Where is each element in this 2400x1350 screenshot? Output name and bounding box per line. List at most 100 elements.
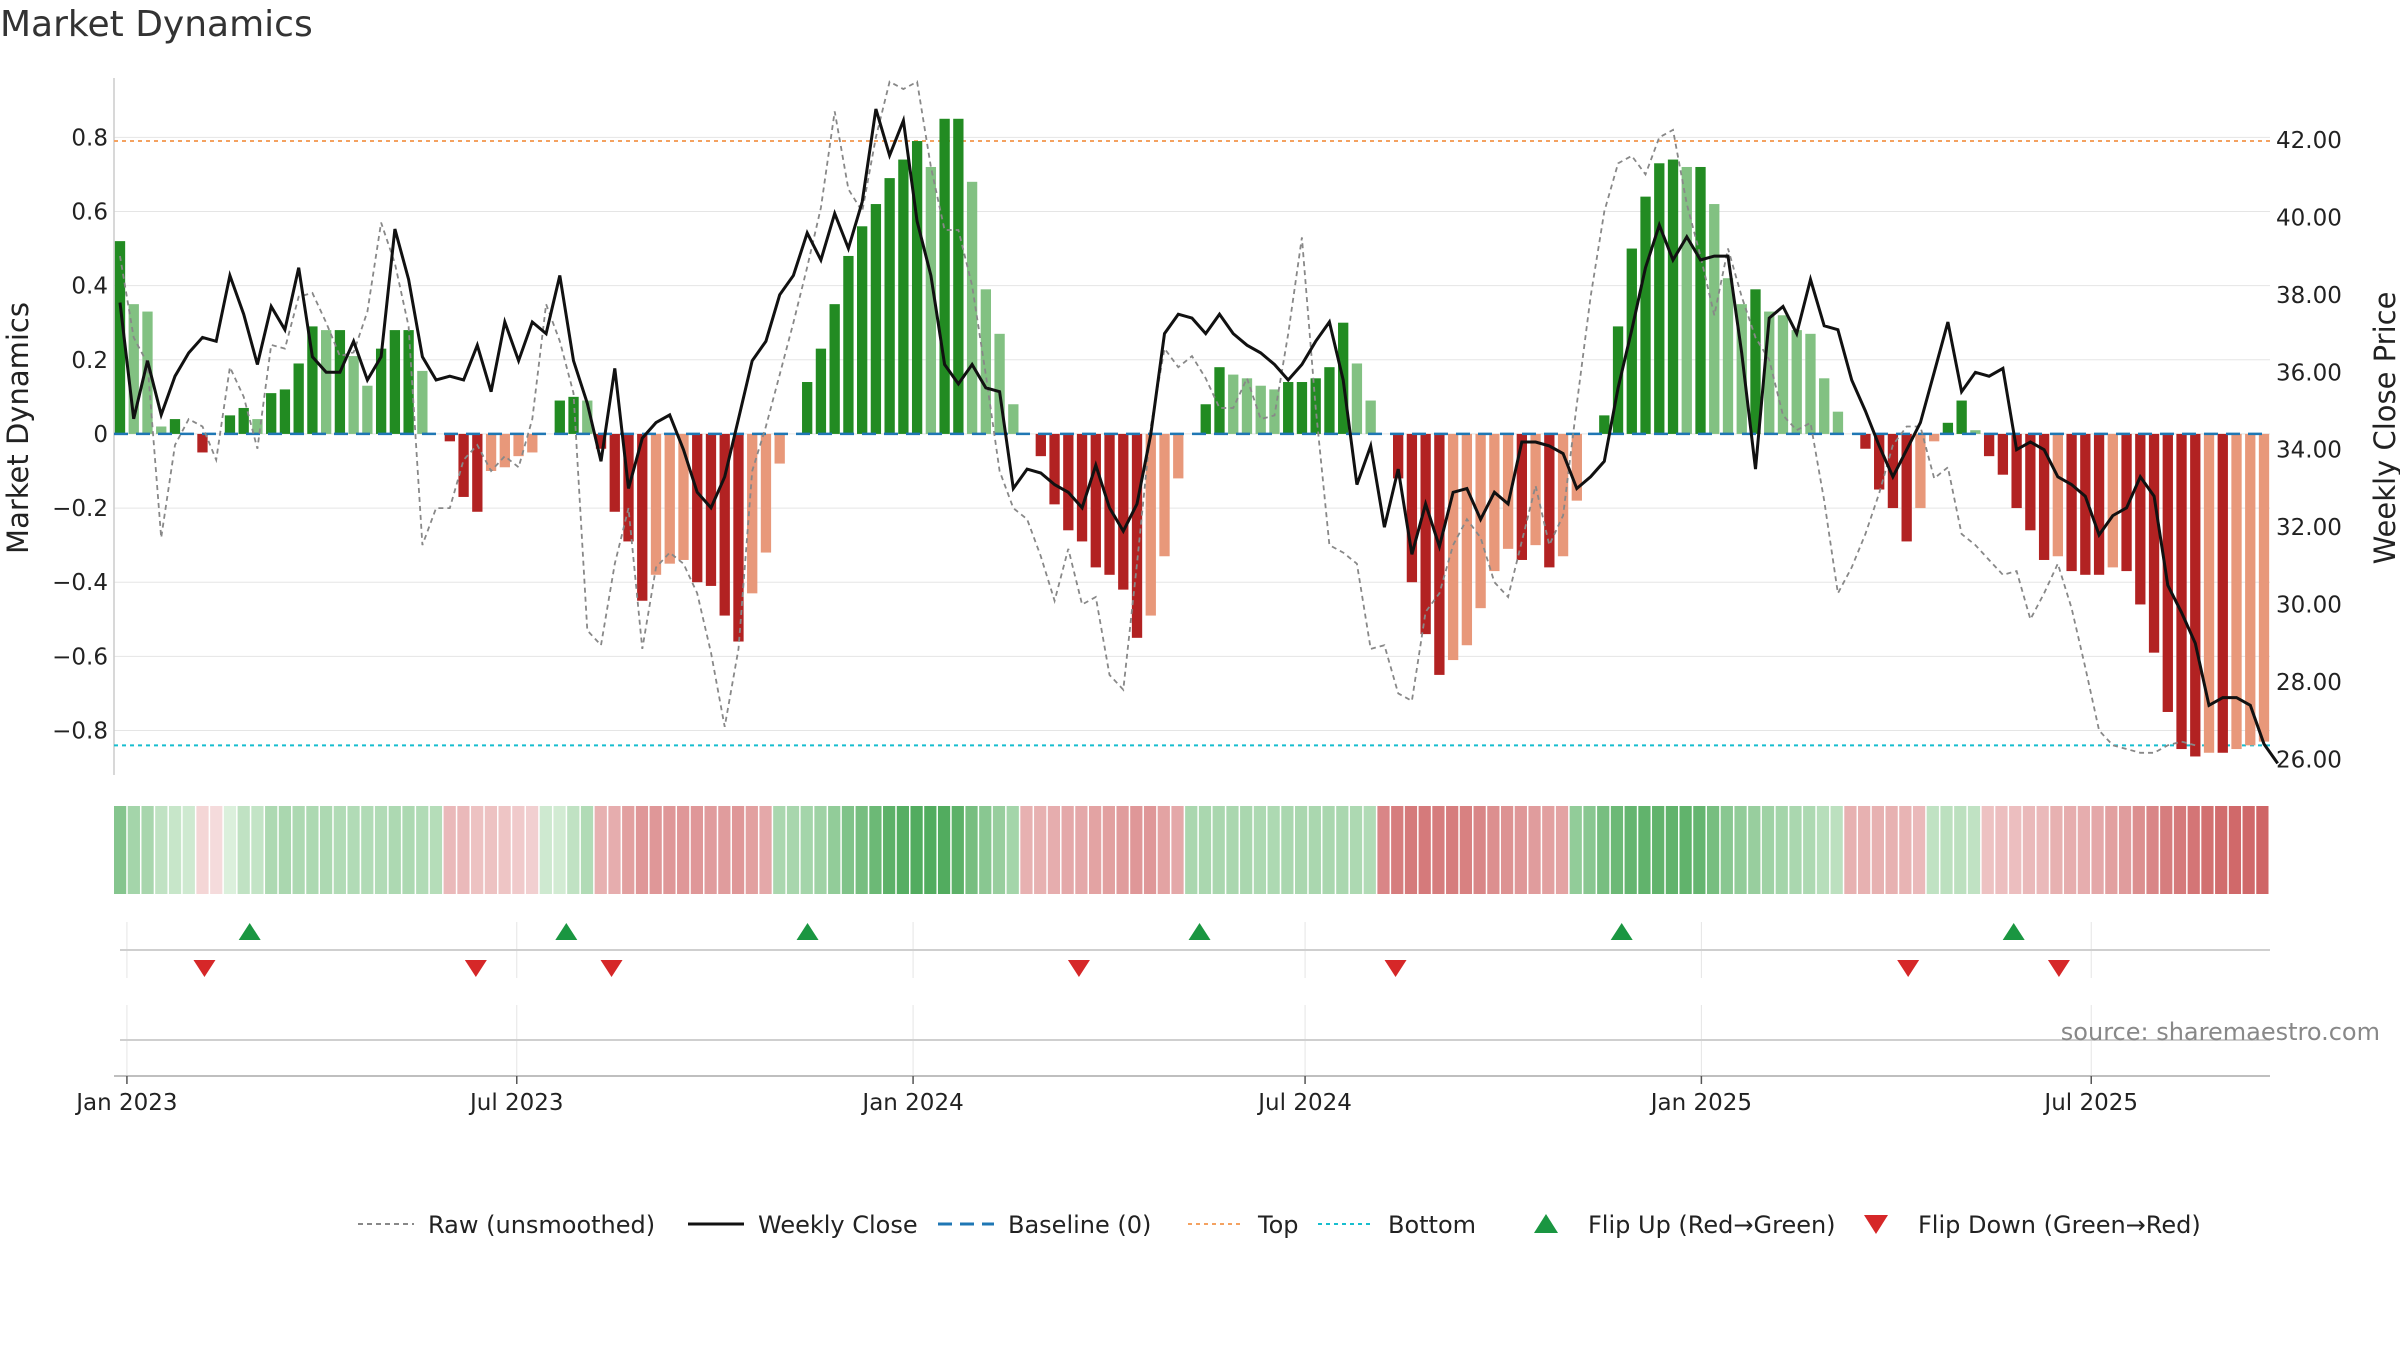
dynamics-bar bbox=[1434, 433, 1445, 675]
dynamics-bar bbox=[1393, 433, 1404, 479]
dynamics-bar bbox=[156, 426, 167, 434]
dynamics-bar bbox=[1365, 400, 1376, 434]
dynamics-bar bbox=[334, 330, 346, 434]
flip-down-marker bbox=[464, 960, 487, 977]
heat-cell bbox=[1871, 806, 1884, 894]
heat-cell bbox=[210, 806, 223, 894]
heat-cell bbox=[580, 806, 594, 894]
heat-cell bbox=[635, 806, 649, 894]
dynamics-bar bbox=[169, 419, 181, 434]
dynamics-bar bbox=[527, 433, 538, 453]
heat-cell bbox=[223, 806, 237, 894]
heat-cell bbox=[1583, 806, 1596, 894]
heat-cell bbox=[402, 806, 415, 894]
dynamics-bar bbox=[458, 433, 469, 497]
x-tick-label: Jul 2025 bbox=[2042, 1090, 2138, 1116]
dynamics-bar bbox=[650, 433, 662, 575]
y-axis-left-label: Market Dynamics bbox=[1, 302, 35, 554]
dynamics-bar bbox=[1461, 433, 1473, 646]
heat-cell bbox=[1775, 806, 1788, 894]
dynamics-bar bbox=[1860, 433, 1871, 449]
heat-cell bbox=[1404, 806, 1418, 894]
dynamics-bar bbox=[815, 348, 827, 434]
y-tick-label-left: 0.2 bbox=[71, 348, 108, 374]
heat-cell bbox=[525, 806, 539, 894]
heat-cell bbox=[1047, 806, 1061, 894]
dynamics-bar bbox=[2093, 433, 2105, 575]
dynamics-bar bbox=[114, 241, 126, 434]
heat-cell bbox=[2064, 806, 2077, 894]
dynamics-bar bbox=[1159, 433, 1170, 557]
heat-cell bbox=[1954, 806, 1967, 894]
y-tick-label-left: −0.8 bbox=[52, 719, 108, 745]
flip-down-marker bbox=[1897, 960, 1920, 977]
dynamics-bar bbox=[1942, 422, 1954, 434]
heat-cell bbox=[1693, 806, 1706, 894]
heat-cell bbox=[1487, 806, 1500, 894]
dynamics-bar bbox=[1214, 367, 1225, 434]
dynamics-bar bbox=[1956, 400, 1967, 434]
dynamics-bar bbox=[2066, 433, 2077, 572]
heat-cell bbox=[786, 806, 800, 894]
heat-cell bbox=[1102, 806, 1115, 894]
flip-up-marker bbox=[1188, 923, 1211, 940]
heat-cell bbox=[484, 806, 498, 894]
dynamics-bar bbox=[939, 118, 950, 434]
heat-cell bbox=[2118, 806, 2132, 894]
dynamics-bar bbox=[2258, 433, 2270, 742]
dynamics-bar bbox=[252, 419, 263, 434]
heat-cell bbox=[910, 806, 923, 894]
dynamics-bar bbox=[1131, 433, 1143, 638]
heat-cell bbox=[265, 806, 278, 894]
y-tick-label-right: 28.00 bbox=[2276, 670, 2342, 696]
dynamics-bar bbox=[2217, 433, 2228, 753]
dynamics-bar bbox=[1420, 433, 1431, 635]
grid-lines bbox=[114, 136, 2270, 732]
heat-strip bbox=[114, 806, 2269, 894]
heat-cell bbox=[319, 806, 333, 894]
heat-cell bbox=[1322, 806, 1335, 894]
dynamics-bar bbox=[2107, 433, 2118, 568]
dynamics-bar bbox=[2135, 433, 2146, 605]
heat-cell bbox=[114, 806, 127, 894]
dynamics-bar bbox=[348, 356, 359, 434]
heat-cell bbox=[498, 806, 511, 894]
flip-up-marker bbox=[2002, 923, 2025, 940]
dynamics-bar bbox=[980, 289, 991, 434]
dynamics-bar bbox=[307, 326, 318, 434]
dynamics-bar bbox=[1983, 433, 1995, 457]
dynamics-bar bbox=[499, 433, 510, 468]
heat-cell bbox=[1034, 806, 1047, 894]
y-tick-label-right: 42.00 bbox=[2276, 128, 2342, 154]
heat-cell bbox=[759, 806, 772, 894]
dynamics-bar bbox=[1118, 433, 1129, 590]
dynamics-bar bbox=[994, 333, 1005, 434]
heat-cell bbox=[800, 806, 813, 894]
dynamics-bar bbox=[1791, 330, 1802, 434]
heat-cell bbox=[2009, 806, 2022, 894]
heat-cell bbox=[745, 806, 758, 894]
dynamics-bar bbox=[637, 433, 648, 601]
heat-cell bbox=[951, 806, 964, 894]
heat-cell bbox=[663, 806, 676, 894]
heat-cell bbox=[1569, 806, 1582, 894]
dynamics-bar bbox=[1502, 433, 1514, 549]
heat-cell bbox=[704, 806, 717, 894]
dynamics-bar bbox=[403, 330, 414, 434]
dynamics-bar bbox=[1640, 196, 1651, 434]
heat-cell bbox=[1226, 806, 1239, 894]
dynamics-bar bbox=[1929, 433, 1940, 442]
dynamics-bar bbox=[2038, 433, 2050, 560]
dynamics-bar bbox=[2190, 433, 2201, 757]
heat-cell bbox=[155, 806, 168, 894]
heat-cell bbox=[1061, 806, 1074, 894]
heat-cell bbox=[1830, 806, 1843, 894]
dynamics-bar bbox=[128, 304, 139, 434]
heat-cell bbox=[2256, 806, 2269, 894]
dynamics-bar bbox=[1874, 433, 1885, 490]
dynamics-bar bbox=[747, 433, 758, 594]
heat-cell bbox=[1143, 806, 1157, 894]
y-tick-label-left: 0.4 bbox=[71, 274, 108, 300]
dynamics-bar bbox=[1035, 433, 1046, 457]
dynamics-bar bbox=[1076, 433, 1088, 542]
